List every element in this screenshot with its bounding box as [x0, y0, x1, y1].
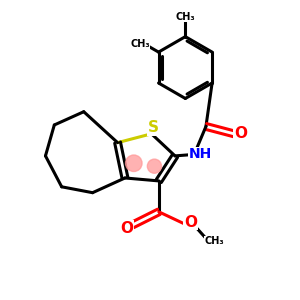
- Text: O: O: [234, 126, 247, 141]
- Circle shape: [126, 155, 142, 172]
- Text: CH₃: CH₃: [205, 236, 225, 246]
- Text: CH₃: CH₃: [130, 39, 150, 49]
- Text: CH₃: CH₃: [176, 12, 195, 22]
- Text: S: S: [147, 120, 158, 135]
- Text: O: O: [120, 220, 133, 236]
- Text: O: O: [184, 214, 197, 230]
- Text: NH: NH: [188, 147, 212, 161]
- Circle shape: [147, 159, 161, 173]
